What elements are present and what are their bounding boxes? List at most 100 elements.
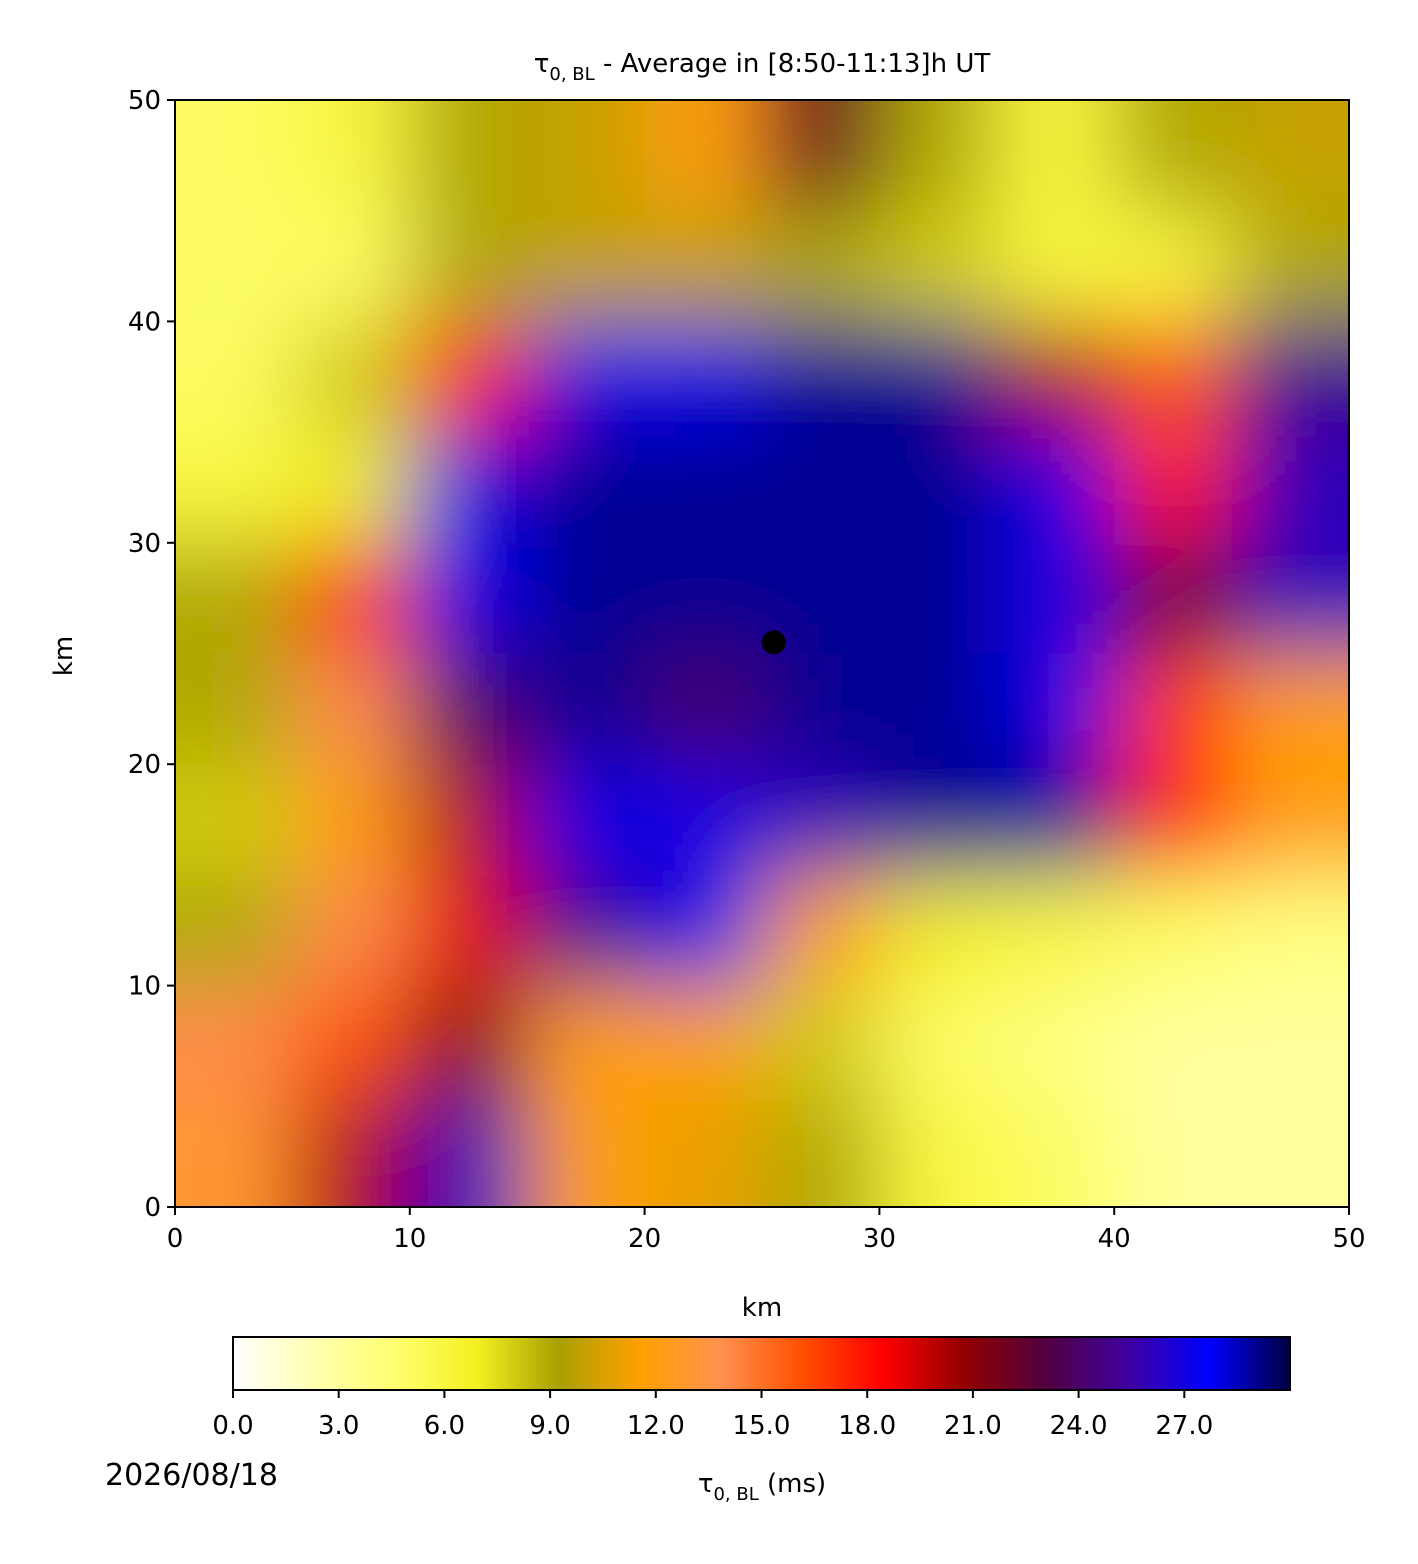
colorbar-tick-label: 18.0 bbox=[838, 1411, 896, 1441]
cell bbox=[1114, 210, 1232, 322]
cell bbox=[644, 985, 762, 1097]
cell bbox=[1231, 210, 1349, 322]
cell bbox=[1231, 100, 1349, 211]
cell bbox=[527, 100, 645, 211]
cell bbox=[175, 321, 293, 433]
cell bbox=[292, 321, 410, 433]
cell bbox=[1114, 874, 1232, 986]
cell bbox=[1114, 321, 1232, 433]
cell bbox=[879, 764, 997, 875]
cell bbox=[175, 874, 293, 986]
cell bbox=[527, 764, 645, 875]
y-tick-label: 50 bbox=[128, 86, 161, 116]
cell bbox=[879, 321, 997, 433]
cell bbox=[527, 432, 645, 543]
cell bbox=[409, 542, 528, 654]
cell bbox=[292, 432, 410, 543]
cell bbox=[1114, 985, 1232, 1097]
cell bbox=[644, 210, 762, 322]
cell bbox=[996, 874, 1115, 986]
y-tick-label: 0 bbox=[144, 1193, 161, 1223]
cell bbox=[292, 210, 410, 322]
cell bbox=[879, 874, 997, 986]
cell bbox=[409, 653, 528, 765]
y-tick-label: 40 bbox=[128, 307, 161, 337]
cell bbox=[879, 542, 997, 654]
y-tick-label: 30 bbox=[128, 529, 161, 559]
cell bbox=[1231, 985, 1349, 1097]
x-tick-label: 30 bbox=[863, 1224, 896, 1254]
cell bbox=[175, 985, 293, 1097]
cell bbox=[879, 985, 997, 1097]
cell bbox=[292, 764, 410, 875]
marker bbox=[761, 630, 786, 655]
cell bbox=[409, 432, 528, 543]
x-tick-label: 10 bbox=[393, 1224, 426, 1254]
cell bbox=[996, 653, 1115, 765]
cell bbox=[292, 100, 410, 211]
colorbar-tick-label: 24.0 bbox=[1050, 1411, 1108, 1441]
cell bbox=[762, 210, 880, 322]
cell bbox=[409, 321, 528, 433]
cell bbox=[175, 432, 293, 543]
x-tick-label: 50 bbox=[1332, 1224, 1365, 1254]
cell bbox=[996, 985, 1115, 1097]
colorbar-tick-label: 3.0 bbox=[318, 1411, 359, 1441]
cell bbox=[527, 1096, 645, 1207]
cell bbox=[292, 653, 410, 765]
cell bbox=[1114, 100, 1232, 211]
cell bbox=[1231, 874, 1349, 986]
cell bbox=[175, 653, 293, 765]
cell bbox=[762, 985, 880, 1097]
cell bbox=[1231, 542, 1349, 654]
cell bbox=[1114, 764, 1232, 875]
cell bbox=[527, 542, 645, 654]
x-axis-label: km bbox=[742, 1293, 782, 1323]
cell bbox=[879, 100, 997, 211]
colorbar-tick-label: 6.0 bbox=[424, 1411, 465, 1441]
cell bbox=[762, 874, 880, 986]
cell bbox=[292, 542, 410, 654]
cell bbox=[409, 210, 528, 322]
cell bbox=[644, 542, 762, 654]
cell bbox=[996, 210, 1115, 322]
cell bbox=[527, 653, 645, 765]
date: 2026/08/18 bbox=[105, 1458, 278, 1493]
colorbar-tick-label: 27.0 bbox=[1155, 1411, 1213, 1441]
cell bbox=[175, 764, 293, 875]
y-tick-label: 10 bbox=[128, 972, 161, 1002]
cell bbox=[996, 764, 1115, 875]
cell bbox=[1114, 432, 1232, 543]
cell bbox=[1231, 1096, 1349, 1207]
cell bbox=[879, 210, 997, 322]
plot-frame bbox=[174, 99, 1350, 1208]
cell bbox=[1114, 542, 1232, 654]
cell bbox=[1231, 432, 1349, 543]
cell bbox=[527, 321, 645, 433]
cell bbox=[879, 653, 997, 765]
colorbar-label: τ0, BL (ms) bbox=[698, 1469, 826, 1505]
colorbar-tick-label: 15.0 bbox=[733, 1411, 791, 1441]
cell bbox=[996, 432, 1115, 543]
cell bbox=[175, 1096, 293, 1207]
cell bbox=[292, 874, 410, 986]
colorbar-tick-label: 12.0 bbox=[627, 1411, 685, 1441]
cell bbox=[527, 210, 645, 322]
cell bbox=[1231, 321, 1349, 433]
x-tick-label: 0 bbox=[167, 1224, 184, 1254]
cell bbox=[409, 764, 528, 875]
x-tick-label: 20 bbox=[628, 1224, 661, 1254]
cell bbox=[996, 1096, 1115, 1207]
y-tick-label: 20 bbox=[128, 750, 161, 780]
colorbar-tick-label: 9.0 bbox=[529, 1411, 570, 1441]
cell bbox=[644, 1096, 762, 1207]
cell bbox=[409, 1096, 528, 1207]
cell bbox=[644, 432, 762, 543]
cell bbox=[996, 100, 1115, 211]
cell bbox=[292, 1096, 410, 1207]
x-tick-label: 40 bbox=[1098, 1224, 1131, 1254]
cell bbox=[762, 1096, 880, 1207]
colorbar bbox=[232, 1336, 1291, 1391]
field bbox=[175, 100, 1349, 1207]
